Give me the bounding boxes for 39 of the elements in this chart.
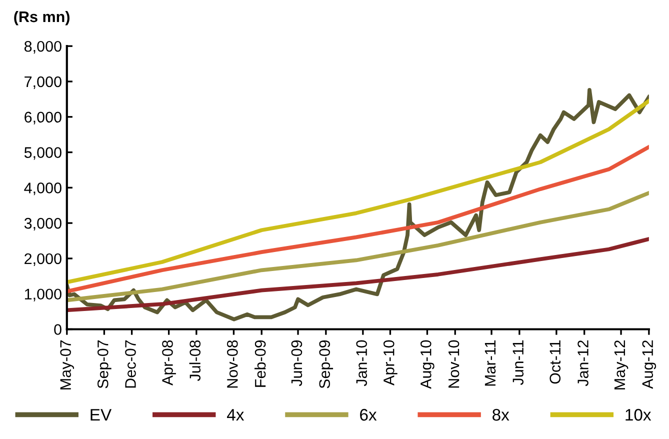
y-tick-label: 7,000 <box>24 76 62 89</box>
y-tick-label: 5,000 <box>24 147 62 160</box>
x-tick-label: Nov-08 <box>226 340 238 388</box>
x-tick-label: Jan-12 <box>578 340 588 386</box>
y-tick-label: 2,000 <box>24 253 62 266</box>
x-tick-label: Aug-10 <box>420 340 434 389</box>
x-tick-label: Mar-11 <box>484 340 496 386</box>
legend-label: 4x <box>226 409 244 421</box>
line-series <box>66 237 649 312</box>
x-tick-label: Sep-09 <box>319 340 334 388</box>
legend-label: 6x <box>360 408 377 421</box>
y-tick-label: 1,000 <box>24 288 62 302</box>
x-tick-label: Jan-10 <box>356 340 368 386</box>
y-tick-label: 0 <box>54 324 62 335</box>
x-tick-label: Apr-10 <box>384 340 398 386</box>
x-tick-label: Nov-10 <box>448 340 460 388</box>
y-tick-label: 4,000 <box>24 182 62 196</box>
x-tick-label: Dec-07 <box>125 340 136 388</box>
x-tick-label: Jun-11 <box>512 340 524 386</box>
legend-label: 8x <box>492 408 510 421</box>
x-tick-label: Jun-09 <box>291 340 302 386</box>
x-tick-label: Sep-07 <box>97 340 112 388</box>
x-tick-label: Apr-08 <box>162 340 176 386</box>
y-tick-label: 3,000 <box>24 218 62 231</box>
y-axis-title: (Rs mn) <box>14 10 70 26</box>
line-series <box>66 99 649 284</box>
line-series <box>66 145 649 294</box>
legend-label: EV <box>90 409 112 421</box>
x-tick-label: Jul-08 <box>189 340 201 382</box>
legend-label: 10x <box>626 408 652 421</box>
y-tick-label: 8,000 <box>24 40 62 54</box>
x-tick-label: Aug-12 <box>642 340 656 389</box>
x-tick-label: May-07 <box>60 340 74 390</box>
line-series <box>66 88 649 322</box>
y-tick-label: 6,000 <box>24 112 62 124</box>
x-tick-label: Oct-11 <box>550 340 561 384</box>
x-tick-label: May-12 <box>614 340 628 390</box>
line-series <box>66 191 649 302</box>
x-tick-label: Feb-09 <box>254 340 266 387</box>
